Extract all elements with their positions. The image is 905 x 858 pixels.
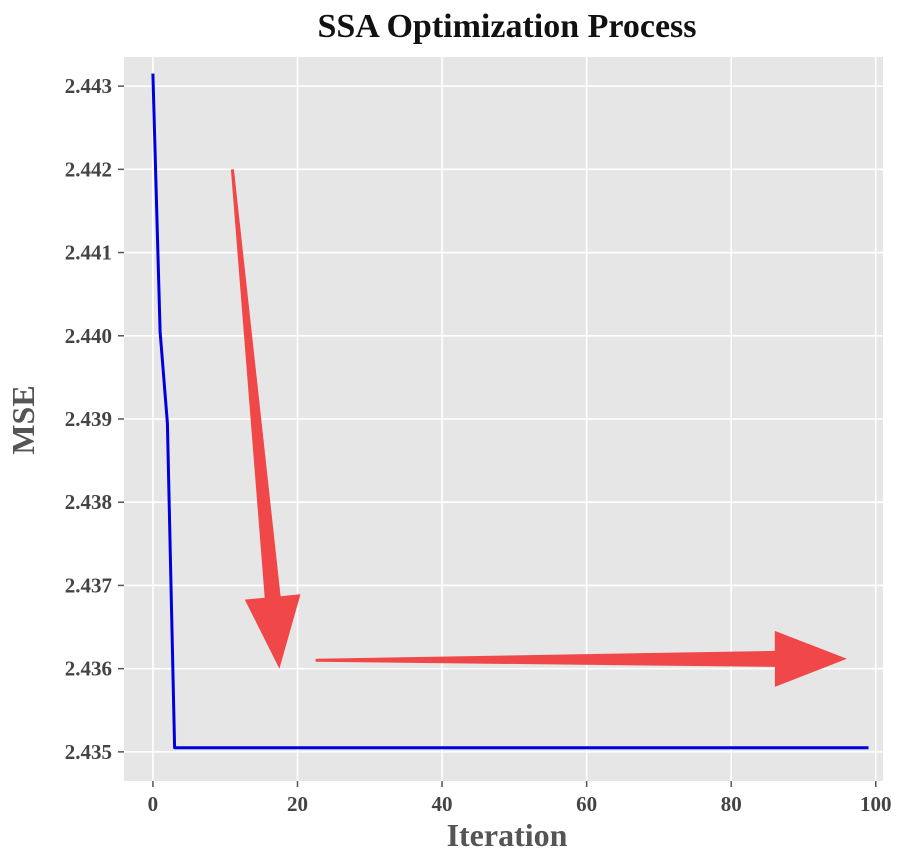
y-tick-label: 2.442 [65, 157, 112, 181]
y-tick-label: 2.441 [65, 241, 112, 265]
grid [124, 57, 883, 781]
x-tick-label: 40 [432, 792, 453, 816]
y-axis-label: MSE [5, 385, 41, 454]
x-tick-label: 80 [721, 792, 742, 816]
y-tick-label: 2.443 [65, 74, 112, 98]
x-tick-label: 0 [148, 792, 159, 816]
series-line-mse [151, 73, 869, 750]
annotations [230, 169, 847, 687]
y-tick-label: 2.438 [65, 490, 112, 514]
series [151, 73, 869, 750]
y-tick-label: 2.439 [65, 407, 112, 431]
ticks [118, 85, 877, 787]
y-tick-label: 2.435 [65, 740, 112, 764]
annotation-arrow-2 [315, 630, 847, 687]
tick-labels: 0 20 40 60 80 100 2.435 2.436 2.437 2.438 2.439 2.4… [65, 74, 892, 816]
x-tick-label: 60 [576, 792, 597, 816]
x-tick-label: 20 [287, 792, 308, 816]
y-tick-label: 2.436 [65, 657, 112, 681]
x-tick-label: 100 [860, 792, 892, 816]
annotation-arrow-1 [230, 169, 301, 669]
y-tick-label: 2.440 [65, 324, 112, 348]
chart-title: SSA Optimization Process [317, 8, 696, 45]
x-axis-label: Iteration [447, 817, 568, 853]
y-tick-label: 2.437 [65, 573, 112, 597]
